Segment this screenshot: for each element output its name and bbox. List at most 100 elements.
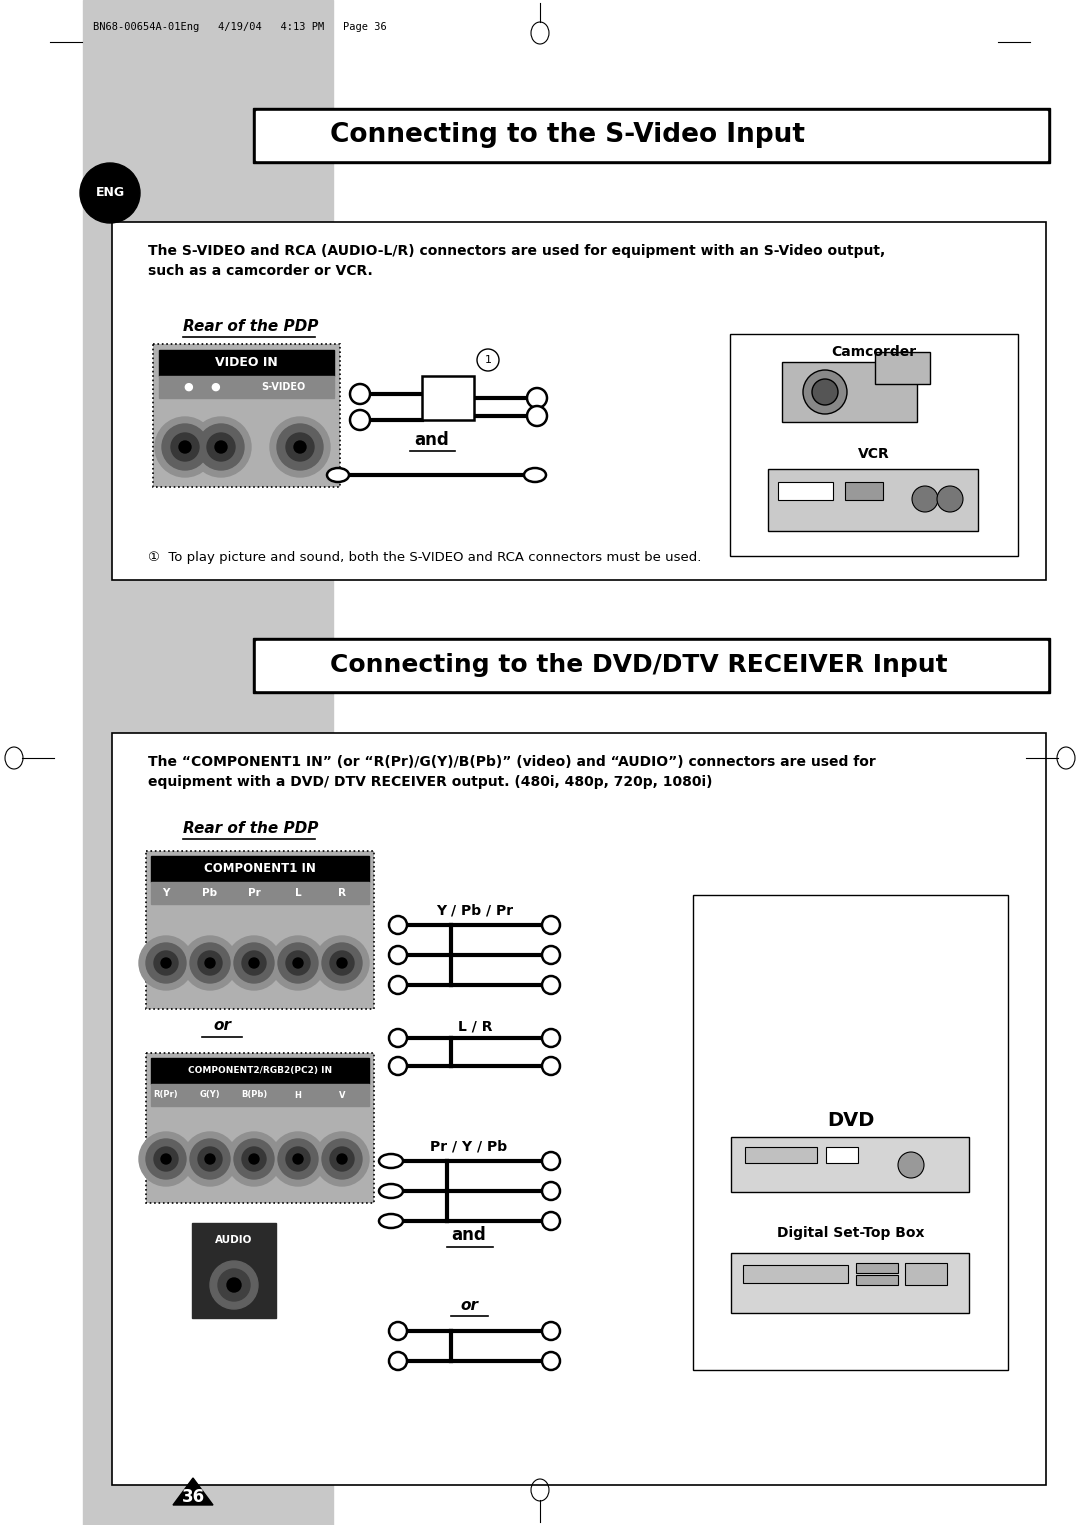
Bar bbox=[731, 1254, 969, 1313]
Circle shape bbox=[271, 936, 325, 990]
Circle shape bbox=[542, 976, 561, 994]
Circle shape bbox=[242, 1147, 266, 1171]
Text: L / R: L / R bbox=[458, 1019, 492, 1032]
Circle shape bbox=[527, 387, 546, 409]
Circle shape bbox=[293, 1154, 303, 1164]
Text: 1: 1 bbox=[485, 355, 491, 364]
Circle shape bbox=[183, 1132, 237, 1186]
Circle shape bbox=[227, 1278, 241, 1292]
Text: Y / Pb / Pr: Y / Pb / Pr bbox=[436, 904, 514, 918]
Circle shape bbox=[161, 1154, 171, 1164]
Text: G(Y): G(Y) bbox=[200, 1090, 220, 1100]
Circle shape bbox=[542, 1182, 561, 1200]
Polygon shape bbox=[173, 1478, 213, 1505]
Circle shape bbox=[278, 1139, 318, 1179]
Text: equipment with a DVD/ DTV RECEIVER output. (480i, 480p, 720p, 1080i): equipment with a DVD/ DTV RECEIVER outpu… bbox=[148, 775, 713, 788]
Bar bbox=[782, 361, 917, 422]
Circle shape bbox=[389, 946, 407, 964]
Bar bbox=[83, 0, 333, 1525]
Circle shape bbox=[315, 1132, 369, 1186]
Bar bbox=[256, 640, 1047, 689]
Ellipse shape bbox=[379, 1154, 403, 1168]
Bar bbox=[151, 881, 369, 904]
Circle shape bbox=[337, 958, 347, 968]
Circle shape bbox=[330, 952, 354, 974]
Text: Connecting to the DVD/DTV RECEIVER Input: Connecting to the DVD/DTV RECEIVER Input bbox=[330, 653, 947, 677]
Bar bbox=[845, 482, 883, 500]
Circle shape bbox=[477, 349, 499, 371]
Text: V: V bbox=[339, 1090, 346, 1100]
Circle shape bbox=[205, 958, 215, 968]
Circle shape bbox=[542, 1029, 561, 1048]
Text: DVD: DVD bbox=[827, 1110, 874, 1130]
Bar bbox=[743, 1266, 848, 1283]
Bar bbox=[856, 1275, 897, 1286]
Bar bbox=[768, 470, 978, 531]
Ellipse shape bbox=[524, 468, 546, 482]
Circle shape bbox=[389, 917, 407, 933]
Bar bbox=[778, 482, 833, 500]
Circle shape bbox=[190, 942, 230, 984]
Text: Pb: Pb bbox=[202, 888, 217, 898]
Circle shape bbox=[330, 1147, 354, 1171]
Text: such as a camcorder or VCR.: such as a camcorder or VCR. bbox=[148, 264, 373, 278]
Circle shape bbox=[242, 952, 266, 974]
Text: or: or bbox=[460, 1298, 478, 1313]
Circle shape bbox=[542, 1057, 561, 1075]
Circle shape bbox=[350, 384, 370, 404]
Text: Camcorder: Camcorder bbox=[832, 345, 917, 358]
Circle shape bbox=[234, 1139, 274, 1179]
Text: Pr: Pr bbox=[247, 888, 260, 898]
Circle shape bbox=[249, 958, 259, 968]
Circle shape bbox=[270, 416, 330, 477]
Circle shape bbox=[286, 433, 314, 461]
Circle shape bbox=[337, 1154, 347, 1164]
Circle shape bbox=[156, 416, 215, 477]
Text: S-VIDEO: S-VIDEO bbox=[261, 381, 306, 392]
Text: COMPONENT2/RGB2(PC2) IN: COMPONENT2/RGB2(PC2) IN bbox=[188, 1066, 332, 1075]
Circle shape bbox=[234, 942, 274, 984]
Circle shape bbox=[271, 1132, 325, 1186]
Text: Connecting to the S-Video Input: Connecting to the S-Video Input bbox=[330, 122, 805, 148]
Circle shape bbox=[286, 952, 310, 974]
Circle shape bbox=[139, 936, 193, 990]
Text: COMPONENT1 IN: COMPONENT1 IN bbox=[204, 863, 316, 875]
Text: and: and bbox=[415, 432, 449, 448]
Circle shape bbox=[276, 424, 323, 470]
Text: The “COMPONENT1 IN” (or “R(Pr)/G(Y)/B(Pb)” (video) and “AUDIO”) connectors are u: The “COMPONENT1 IN” (or “R(Pr)/G(Y)/B(Pb… bbox=[148, 755, 876, 769]
Bar bbox=[730, 334, 1018, 557]
Circle shape bbox=[183, 936, 237, 990]
Circle shape bbox=[154, 1147, 178, 1171]
Circle shape bbox=[227, 1132, 281, 1186]
Bar bbox=[192, 1223, 276, 1318]
Bar bbox=[856, 1263, 897, 1273]
Circle shape bbox=[542, 946, 561, 964]
Circle shape bbox=[389, 1057, 407, 1075]
Bar bbox=[731, 1138, 969, 1193]
Text: Rear of the PDP: Rear of the PDP bbox=[183, 319, 319, 334]
Text: R: R bbox=[338, 888, 346, 898]
Text: VIDEO IN: VIDEO IN bbox=[215, 357, 278, 369]
Circle shape bbox=[542, 917, 561, 933]
Text: VCR: VCR bbox=[859, 447, 890, 461]
Circle shape bbox=[897, 1151, 924, 1177]
Circle shape bbox=[527, 406, 546, 425]
Circle shape bbox=[278, 942, 318, 984]
Text: ①  To play picture and sound, both the S-VIDEO and RCA connectors must be used.: ① To play picture and sound, both the S-… bbox=[148, 552, 701, 564]
Circle shape bbox=[227, 936, 281, 990]
Bar bbox=[153, 345, 340, 486]
Text: and: and bbox=[451, 1226, 486, 1244]
Circle shape bbox=[294, 441, 306, 453]
Circle shape bbox=[154, 952, 178, 974]
Circle shape bbox=[162, 424, 208, 470]
Text: Pr / Y / Pb: Pr / Y / Pb bbox=[431, 1141, 508, 1154]
Ellipse shape bbox=[379, 1183, 403, 1199]
Bar bbox=[112, 734, 1047, 1485]
Circle shape bbox=[191, 416, 251, 477]
Text: R(Pr): R(Pr) bbox=[153, 1090, 178, 1100]
Bar bbox=[253, 637, 1050, 692]
Circle shape bbox=[218, 1269, 249, 1301]
Bar bbox=[151, 856, 369, 881]
Circle shape bbox=[139, 1132, 193, 1186]
Circle shape bbox=[804, 371, 847, 413]
